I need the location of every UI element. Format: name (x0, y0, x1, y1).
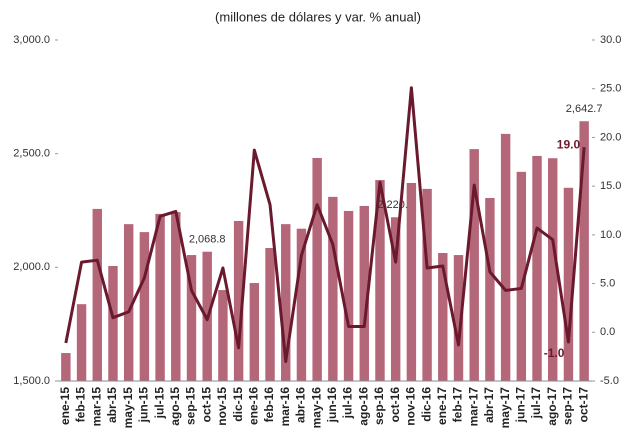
x-tick-label: ene-16 (246, 387, 260, 425)
bar (76, 304, 87, 381)
y2-tick-label: 0.0 (600, 326, 615, 338)
x-tick-label: may-15 (121, 387, 135, 429)
bar (123, 224, 134, 381)
bar (343, 210, 354, 381)
y2-tick-label: 25.0 (600, 83, 621, 95)
bar (281, 224, 291, 381)
x-tick-label: jun-16 (325, 387, 339, 424)
x-tick-label: nov-15 (215, 387, 229, 426)
line (64, 86, 586, 364)
x-tick-label: oct-15 (199, 387, 213, 423)
bar (92, 208, 102, 381)
x-tick-label: abr-16 (294, 387, 308, 423)
x-tick-label: sep-16 (372, 387, 386, 425)
bar (390, 217, 401, 381)
bar (155, 213, 165, 381)
y-tick-label: 1,500.0 (13, 375, 50, 387)
bar (328, 196, 338, 381)
x-tick-label: abr-15 (105, 387, 119, 423)
x-tick-label: ago-15 (168, 387, 182, 426)
bar (579, 121, 589, 381)
x-tick-label: may-16 (309, 387, 323, 429)
y2-tick-label: 20.0 (600, 131, 621, 143)
x-tick-label: sep-17 (561, 387, 575, 425)
bar (563, 187, 574, 381)
bar (218, 290, 228, 381)
x-tick-label: dic-16 (419, 387, 433, 422)
y-tick-label: 3,000.0 (13, 34, 50, 46)
x-tick-label: may-17 (498, 387, 512, 429)
x-tick-label: oct-16 (388, 387, 402, 423)
bar (516, 171, 527, 381)
bar (406, 182, 417, 381)
bar-label: 2,642.7 (566, 103, 603, 115)
x-tick-label: sep-15 (184, 387, 198, 425)
bar (359, 205, 369, 381)
bar (265, 248, 275, 381)
bar (548, 158, 558, 381)
x-tick-label: feb-16 (262, 387, 276, 423)
x-tick-label: feb-15 (74, 387, 88, 423)
x-tick-label: ene-17 (435, 387, 449, 425)
y2-tick-label: 5.0 (600, 277, 615, 289)
x-tick-label: jul-16 (341, 387, 355, 420)
bar (171, 212, 181, 381)
y-tick-label: 2,500.0 (13, 148, 50, 160)
line-label: -1.0 (544, 346, 565, 360)
line-label: 19.0 (557, 137, 581, 151)
bar (186, 255, 197, 381)
x-tick-label: ago-17 (545, 387, 559, 426)
chart-title: (millones de dólares y var. % anual) (215, 9, 421, 24)
bar-label: 2,068.8 (189, 234, 226, 246)
x-tick-label: mar-16 (278, 387, 292, 427)
x-tick-label: jul-17 (529, 387, 543, 420)
bar (469, 149, 479, 381)
y2-tick-label: -5.0 (600, 375, 619, 387)
bar (422, 188, 432, 381)
bar (61, 353, 71, 381)
x-tick-label: mar-17 (466, 387, 480, 427)
bar (296, 228, 307, 381)
bar (375, 180, 385, 381)
y-tick-label: 2,000.0 (13, 261, 50, 273)
x-tick-label: jun-17 (513, 387, 527, 424)
bar (485, 197, 495, 381)
x-tick-label: abr-17 (482, 387, 496, 423)
x-tick-label: nov-16 (404, 387, 418, 426)
bar (438, 253, 448, 381)
x-tick-label: feb-17 (451, 387, 465, 423)
x-tick-label: mar-15 (89, 387, 103, 427)
bar (108, 265, 118, 381)
x-tick-label: jul-15 (152, 387, 166, 420)
bar (532, 155, 542, 381)
bar (233, 220, 244, 381)
x-tick-label: jun-15 (137, 387, 151, 424)
bar (249, 283, 260, 381)
bar (139, 232, 150, 381)
x-tick-label: ene-15 (58, 387, 72, 425)
y2-tick-label: 30.0 (600, 34, 621, 46)
y2-tick-label: 15.0 (600, 180, 621, 192)
x-tick-label: dic-15 (231, 387, 245, 422)
y2-tick-label: 10.0 (600, 229, 621, 241)
x-tick-label: oct-17 (576, 387, 590, 423)
bar (500, 133, 511, 381)
x-tick-label: ago-16 (356, 387, 370, 426)
bar (312, 157, 322, 381)
bar (453, 255, 464, 381)
